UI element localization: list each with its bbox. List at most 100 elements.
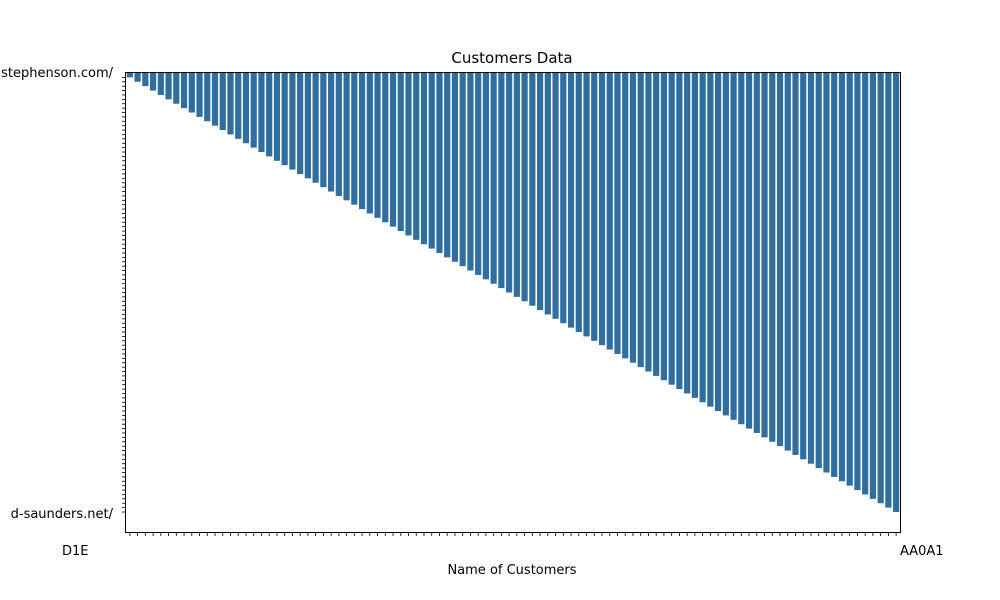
bar xyxy=(529,73,536,306)
bar xyxy=(451,73,459,262)
bar xyxy=(196,73,203,117)
bar xyxy=(552,73,559,319)
bar xyxy=(219,73,226,131)
bar xyxy=(660,73,668,381)
bar xyxy=(598,73,606,346)
bar xyxy=(800,73,807,460)
bar xyxy=(807,73,815,464)
bar xyxy=(676,73,683,390)
bar xyxy=(428,73,435,249)
bar xyxy=(235,73,242,139)
bar xyxy=(831,73,838,477)
bar xyxy=(320,73,327,188)
bar xyxy=(583,73,590,337)
bar xyxy=(730,73,737,420)
bar xyxy=(645,73,652,372)
bar xyxy=(575,73,582,333)
bar xyxy=(227,73,234,135)
bar xyxy=(297,73,304,174)
bar xyxy=(684,73,691,394)
bar xyxy=(134,73,141,82)
bar xyxy=(769,73,776,442)
bar xyxy=(622,73,629,359)
bar xyxy=(343,73,350,201)
bar xyxy=(722,73,729,416)
bar xyxy=(560,73,567,324)
bar xyxy=(869,73,876,499)
bar xyxy=(776,73,784,447)
bar xyxy=(242,73,250,144)
bar xyxy=(266,73,273,157)
bar xyxy=(351,73,358,205)
bar xyxy=(738,73,745,425)
bar xyxy=(715,73,722,412)
bar xyxy=(591,73,598,341)
x-axis-label: Name of Customers xyxy=(447,563,576,578)
bar xyxy=(498,73,505,289)
bar xyxy=(567,73,575,328)
bar xyxy=(467,73,474,271)
bar xyxy=(258,73,265,153)
bar xyxy=(506,73,513,293)
plot-frame xyxy=(125,72,901,533)
bar xyxy=(420,73,428,245)
bar xyxy=(753,73,760,433)
bar xyxy=(157,73,164,95)
bar xyxy=(521,73,528,302)
chart-title: Customers Data xyxy=(451,49,572,67)
bar xyxy=(405,73,412,236)
bar xyxy=(173,73,180,104)
bar xyxy=(126,73,133,78)
bar xyxy=(180,73,188,109)
bar xyxy=(784,73,791,451)
bar xyxy=(699,73,706,403)
bar xyxy=(374,73,381,218)
bar xyxy=(149,73,157,91)
bar xyxy=(335,73,342,196)
bar xyxy=(328,73,335,192)
bar xyxy=(304,73,311,179)
bar xyxy=(761,73,768,438)
bar xyxy=(536,73,544,311)
bar xyxy=(513,73,520,297)
bar xyxy=(854,73,861,491)
bar xyxy=(653,73,660,376)
bar xyxy=(204,73,211,122)
bar xyxy=(846,73,853,486)
bar xyxy=(815,73,822,469)
bar xyxy=(281,73,288,166)
bar xyxy=(397,73,404,232)
bar xyxy=(366,73,373,214)
bar xyxy=(289,73,296,170)
y-axis-last-tick-label: d-saunders.net/ xyxy=(11,507,114,522)
bar xyxy=(490,73,497,284)
bar xyxy=(877,73,884,504)
bar xyxy=(358,73,366,210)
bar xyxy=(211,73,219,126)
bar xyxy=(475,73,482,275)
bar xyxy=(668,73,675,385)
bar xyxy=(389,73,397,227)
bar xyxy=(188,73,195,113)
bar xyxy=(707,73,714,407)
bar xyxy=(444,73,451,258)
x-axis-last-tick-label: AA0A1 xyxy=(900,544,944,559)
bar xyxy=(382,73,389,223)
bar xyxy=(459,73,466,267)
bar xyxy=(629,73,637,363)
y-axis-first-tick-label: stephenson.com/ xyxy=(1,66,113,81)
bar xyxy=(436,73,443,253)
bar xyxy=(838,73,846,482)
bar xyxy=(862,73,869,495)
bar xyxy=(885,73,892,508)
bar xyxy=(823,73,830,473)
bar xyxy=(312,73,319,183)
bar xyxy=(413,73,420,240)
bar xyxy=(482,73,489,280)
bar xyxy=(691,73,698,398)
bar xyxy=(745,73,753,429)
x-axis-first-tick-label: D1E xyxy=(62,544,89,559)
bar xyxy=(165,73,172,100)
bar xyxy=(614,73,621,354)
